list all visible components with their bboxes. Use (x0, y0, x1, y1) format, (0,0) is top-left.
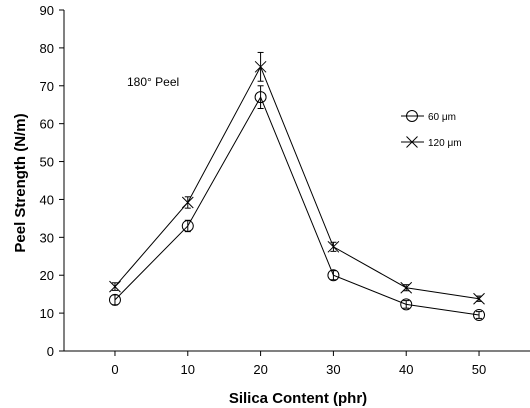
x-tick-label: 0 (111, 362, 118, 377)
circle-marker (473, 309, 486, 322)
y-tick-label: 70 (40, 79, 54, 94)
legend-label: 60 μm (428, 112, 456, 123)
circle-marker (406, 110, 418, 122)
x-marker-stroke (327, 240, 340, 253)
y-tick-label: 80 (40, 41, 54, 56)
y-tick-label: 90 (40, 3, 54, 18)
y-tick-label: 0 (47, 344, 54, 359)
legend-label: 120 μm (428, 138, 462, 149)
x-marker-stroke (254, 60, 267, 73)
circle-marker (108, 293, 121, 306)
chart-legend: 60 μm 120 μm (401, 110, 462, 149)
x-marker-stroke (181, 196, 194, 209)
series-2 (109, 51, 485, 305)
chart-series (108, 51, 486, 322)
x-axis-ticks: 0 10 20 30 40 50 (111, 351, 486, 377)
x-marker-stroke (400, 281, 413, 294)
y-axis-ticks: 0 10 20 30 40 50 60 70 80 90 (40, 3, 64, 359)
peel-annotation: 180° Peel (127, 75, 179, 89)
y-tick-label: 50 (40, 155, 54, 170)
y-tick-label: 60 (40, 117, 54, 132)
circle-marker (254, 91, 267, 104)
x-axis-title: Silica Content (phr) (229, 390, 367, 407)
y-axis-title: Peel Strength (N/m) (12, 113, 29, 252)
x-marker-stroke (109, 280, 121, 293)
series-line (114, 96, 480, 316)
x-tick-label: 10 (181, 362, 195, 377)
x-tick-label: 30 (326, 362, 340, 377)
x-marker-stroke (406, 136, 418, 148)
y-tick-label: 30 (40, 230, 54, 245)
x-tick-label: 20 (253, 362, 267, 377)
y-tick-label: 20 (40, 268, 54, 283)
series-line (114, 65, 480, 300)
circle-marker (327, 269, 340, 282)
x-tick-label: 50 (472, 362, 486, 377)
circle-marker (181, 219, 194, 232)
series-1 (108, 85, 486, 322)
chart-axes (63, 10, 530, 352)
x-marker-stroke (473, 292, 485, 305)
y-tick-label: 40 (40, 192, 54, 207)
x-tick-label: 40 (399, 362, 413, 377)
circle-marker (400, 298, 413, 311)
y-tick-label: 10 (40, 306, 54, 321)
